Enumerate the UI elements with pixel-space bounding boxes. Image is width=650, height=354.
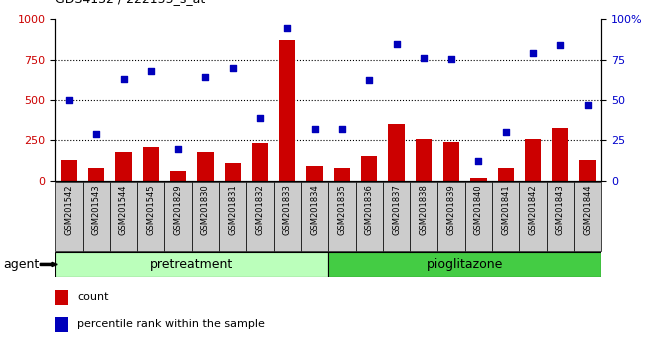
Point [473,158,484,164]
Bar [552,128,569,181]
Bar [88,169,105,181]
Text: GDS4132 / 222155_s_at: GDS4132 / 222155_s_at [55,0,205,5]
Text: percentile rank within the sample: percentile rank within the sample [77,319,265,329]
Bar [137,182,164,251]
Text: GSM201838: GSM201838 [419,184,428,235]
Bar [306,166,323,181]
Point [528,51,538,56]
Bar [574,182,601,251]
Text: count: count [77,292,109,302]
Bar [197,152,214,181]
Bar [333,168,350,181]
Bar [83,182,110,251]
Bar [192,182,219,251]
Point [118,76,129,82]
Point [391,41,402,46]
Text: GSM201831: GSM201831 [228,184,237,235]
Point [555,42,566,48]
Bar [55,290,68,305]
Text: GSM201836: GSM201836 [365,184,374,235]
Bar [55,317,68,332]
Bar [60,160,77,181]
Bar [356,182,383,251]
Point [64,97,74,103]
Bar [55,252,328,277]
Text: GSM201839: GSM201839 [447,184,456,235]
Bar [110,182,137,251]
Bar [246,182,274,251]
Text: GSM201837: GSM201837 [392,184,401,235]
Text: GSM201542: GSM201542 [64,184,73,235]
Bar [492,182,519,251]
Bar [383,182,410,251]
Bar [279,40,296,181]
Text: GSM201840: GSM201840 [474,184,483,235]
Text: GSM201544: GSM201544 [119,184,128,235]
Text: GSM201543: GSM201543 [92,184,101,235]
Text: GSM201834: GSM201834 [310,184,319,235]
Bar [443,142,460,181]
Point [255,115,265,121]
Text: agent: agent [3,258,40,271]
Bar [274,182,301,251]
Bar [519,182,547,251]
Bar [470,178,487,181]
Bar [115,152,132,181]
Bar [301,182,328,251]
Text: GSM201832: GSM201832 [255,184,265,235]
Bar [547,182,574,251]
Bar [465,182,492,251]
Bar [219,182,246,251]
Bar [164,182,192,251]
Text: GSM201833: GSM201833 [283,184,292,235]
Text: pretreatment: pretreatment [150,258,233,271]
Bar [328,252,601,277]
Bar [437,182,465,251]
Point [200,74,211,80]
Point [582,102,593,108]
Bar [388,124,405,181]
Point [364,77,374,83]
Point [446,56,456,62]
Bar [170,171,187,181]
Text: pioglitazone: pioglitazone [426,258,503,271]
Point [309,126,320,132]
Bar [579,160,596,181]
Text: GSM201843: GSM201843 [556,184,565,235]
Text: GSM201835: GSM201835 [337,184,346,235]
Bar [497,168,514,181]
Text: GSM201841: GSM201841 [501,184,510,235]
Bar [415,139,432,181]
Bar [55,182,83,251]
Point [227,65,238,70]
Bar [252,143,268,181]
Point [173,146,183,152]
Text: GSM201844: GSM201844 [583,184,592,235]
Point [282,25,293,30]
Text: GSM201842: GSM201842 [528,184,538,235]
Bar [224,163,241,181]
Point [500,129,511,135]
Bar [142,147,159,181]
Bar [410,182,437,251]
Text: GSM201829: GSM201829 [174,184,183,235]
Text: GSM201830: GSM201830 [201,184,210,235]
Bar [328,182,356,251]
Point [146,68,156,74]
Text: GSM201545: GSM201545 [146,184,155,235]
Point [419,55,429,61]
Point [91,131,101,137]
Point [337,126,347,132]
Bar [525,139,541,181]
Bar [361,155,378,181]
